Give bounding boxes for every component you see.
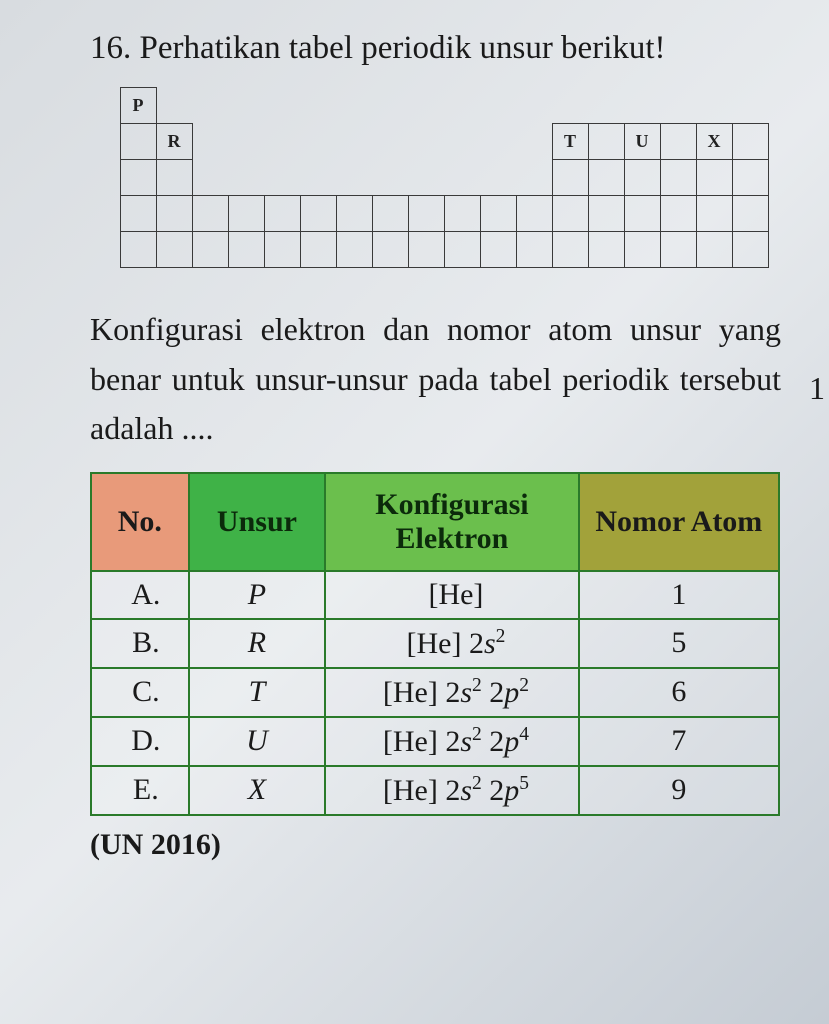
answer-table: No. Unsur Konfigurasi Elektron Nomor Ato… bbox=[90, 472, 780, 816]
periodic-cell bbox=[552, 159, 589, 196]
th-unsur: Unsur bbox=[189, 473, 326, 571]
periodic-cell bbox=[156, 159, 193, 196]
cell-konf: [He] 2s2 2p4 bbox=[325, 717, 578, 766]
periodic-cell bbox=[552, 231, 589, 268]
periodic-cell bbox=[444, 195, 481, 232]
cell-no: D. bbox=[91, 717, 189, 766]
periodic-cell bbox=[192, 195, 229, 232]
question-body: Konfigurasi elektron dan nomor atom unsu… bbox=[90, 305, 781, 454]
cell-no: C. bbox=[91, 668, 189, 717]
periodic-cell: T bbox=[552, 123, 589, 160]
cell-no: E. bbox=[91, 766, 189, 815]
periodic-cell bbox=[516, 231, 553, 268]
periodic-cell bbox=[372, 195, 409, 232]
periodic-cell bbox=[732, 123, 769, 160]
periodic-cell bbox=[192, 231, 229, 268]
table-row: A.P[He]1 bbox=[91, 571, 779, 619]
periodic-cell bbox=[624, 159, 661, 196]
periodic-cell bbox=[732, 231, 769, 268]
periodic-cell bbox=[696, 231, 733, 268]
periodic-cell bbox=[156, 195, 193, 232]
periodic-cell bbox=[480, 195, 517, 232]
periodic-cell bbox=[624, 195, 661, 232]
periodic-cell bbox=[732, 159, 769, 196]
periodic-cell bbox=[660, 195, 697, 232]
periodic-cell bbox=[588, 195, 625, 232]
periodic-cell bbox=[336, 195, 373, 232]
periodic-cell: X bbox=[696, 123, 733, 160]
cell-unsur: P bbox=[189, 571, 326, 619]
periodic-cell bbox=[660, 231, 697, 268]
cell-atom: 6 bbox=[579, 668, 779, 717]
th-no: No. bbox=[91, 473, 189, 571]
periodic-cell bbox=[696, 195, 733, 232]
periodic-cell bbox=[264, 231, 301, 268]
periodic-cell bbox=[552, 195, 589, 232]
periodic-cell bbox=[732, 195, 769, 232]
periodic-cell bbox=[120, 123, 157, 160]
cell-unsur: R bbox=[189, 619, 326, 668]
periodic-cell bbox=[408, 195, 445, 232]
periodic-table: PR TUX bbox=[120, 87, 781, 267]
question-prompt: Perhatikan tabel periodik unsur berikut! bbox=[140, 30, 666, 66]
periodic-cell bbox=[228, 231, 265, 268]
periodic-cell: P bbox=[120, 87, 157, 124]
periodic-cell bbox=[120, 231, 157, 268]
question-number: 16. bbox=[90, 30, 131, 66]
periodic-cell bbox=[120, 159, 157, 196]
cell-no: A. bbox=[91, 571, 189, 619]
edge-text: 1 bbox=[809, 370, 825, 407]
periodic-cell bbox=[588, 159, 625, 196]
periodic-cell bbox=[300, 195, 337, 232]
periodic-cell bbox=[372, 231, 409, 268]
table-row: B.R[He] 2s25 bbox=[91, 619, 779, 668]
cell-no: B. bbox=[91, 619, 189, 668]
source-label: (UN 2016) bbox=[90, 828, 781, 862]
periodic-cell: R bbox=[156, 123, 193, 160]
periodic-cell bbox=[660, 159, 697, 196]
periodic-cell: U bbox=[624, 123, 661, 160]
cell-konf: [He] bbox=[325, 571, 578, 619]
th-konf: Konfigurasi Elektron bbox=[325, 473, 578, 571]
periodic-cell bbox=[588, 123, 625, 160]
periodic-cell bbox=[696, 159, 733, 196]
periodic-cell bbox=[660, 123, 697, 160]
periodic-cell bbox=[228, 195, 265, 232]
table-row: E.X[He] 2s2 2p59 bbox=[91, 766, 779, 815]
th-atom: Nomor Atom bbox=[579, 473, 779, 571]
cell-konf: [He] 2s2 2p5 bbox=[325, 766, 578, 815]
periodic-cell bbox=[156, 231, 193, 268]
periodic-cell bbox=[264, 195, 301, 232]
periodic-cell bbox=[408, 231, 445, 268]
periodic-cell bbox=[516, 195, 553, 232]
cell-unsur: U bbox=[189, 717, 326, 766]
periodic-cell bbox=[480, 231, 517, 268]
periodic-cell bbox=[624, 231, 661, 268]
cell-unsur: X bbox=[189, 766, 326, 815]
periodic-cell bbox=[588, 231, 625, 268]
cell-atom: 1 bbox=[579, 571, 779, 619]
table-row: D.U[He] 2s2 2p47 bbox=[91, 717, 779, 766]
periodic-cell bbox=[336, 231, 373, 268]
cell-atom: 7 bbox=[579, 717, 779, 766]
table-row: C.T[He] 2s2 2p26 bbox=[91, 668, 779, 717]
cell-atom: 9 bbox=[579, 766, 779, 815]
periodic-cell bbox=[444, 231, 481, 268]
cell-konf: [He] 2s2 2p2 bbox=[325, 668, 578, 717]
periodic-cell bbox=[300, 231, 337, 268]
question-line: 16. Perhatikan tabel periodik unsur beri… bbox=[90, 30, 781, 67]
periodic-cell bbox=[120, 195, 157, 232]
cell-unsur: T bbox=[189, 668, 326, 717]
page: 16. Perhatikan tabel periodik unsur beri… bbox=[0, 0, 829, 862]
cell-atom: 5 bbox=[579, 619, 779, 668]
cell-konf: [He] 2s2 bbox=[325, 619, 578, 668]
